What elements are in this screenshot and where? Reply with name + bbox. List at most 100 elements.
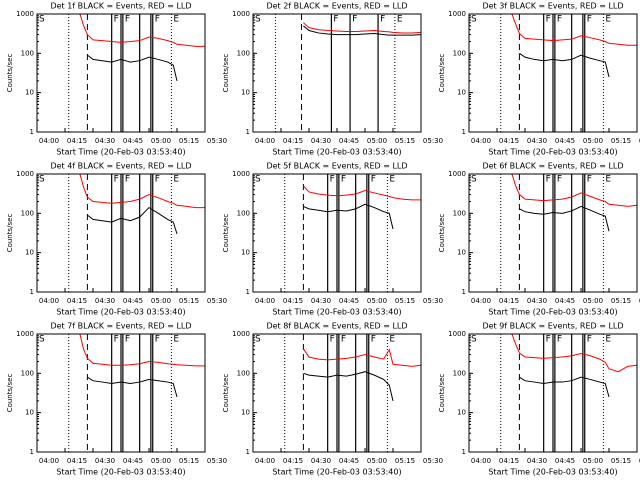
x-tick-label: 05:30 (207, 297, 227, 305)
series-line (303, 185, 421, 201)
y-tick-label: 1000 (448, 330, 466, 338)
annotation: F (546, 175, 551, 185)
y-axis-label: Counts/sec (438, 54, 446, 93)
y-tick-label: 1000 (16, 170, 34, 178)
y-axis-label: Counts/sec (222, 374, 230, 413)
x-tick-label: 05:30 (639, 137, 640, 145)
x-tick-label: 05:15 (611, 457, 631, 465)
x-tick-label: 05:30 (207, 137, 227, 145)
x-tick-label: 04:15 (499, 457, 519, 465)
y-tick-label: 1 (30, 448, 34, 456)
y-tick-label: 100 (453, 369, 466, 377)
chart-title: Det 3f BLACK = Events, RED = LLD (482, 2, 623, 11)
x-tick-label: 05:15 (179, 297, 199, 305)
y-tick-label: 1 (30, 128, 34, 136)
annotation: F (371, 175, 376, 185)
annotation: F (557, 15, 562, 25)
y-tick-label: 1000 (16, 330, 34, 338)
annotation: F (114, 15, 119, 25)
y-tick-label: 1000 (16, 10, 34, 18)
y-tick-label: 10 (25, 249, 34, 257)
y-tick-label: 10 (241, 249, 250, 257)
series-line (511, 173, 638, 207)
x-tick-label: 05:30 (639, 457, 640, 465)
y-tick-label: 100 (21, 369, 34, 377)
plot-frame (468, 13, 638, 133)
y-tick-label: 1 (246, 448, 250, 456)
y-axis-label: Counts/sec (6, 214, 14, 253)
series-line (79, 173, 205, 209)
x-tick-label: 04:30 (311, 457, 331, 465)
x-axis-label: Start Time (20-Feb-03 03:53:40) (488, 468, 617, 477)
x-tick-label: 04:30 (95, 457, 115, 465)
x-axis-label: Start Time (20-Feb-03 03:53:40) (56, 308, 185, 317)
chart-title: Det 8f BLACK = Events, RED = LLD (266, 322, 407, 331)
annotation: E (389, 175, 395, 185)
x-tick-label: 05:00 (583, 297, 603, 305)
annotation: F (155, 335, 160, 345)
x-axis-label: Start Time (20-Feb-03 03:53:40) (272, 468, 401, 477)
y-axis-label: Counts/sec (6, 374, 14, 413)
y-axis-label: Counts/sec (222, 54, 230, 93)
series-line (79, 333, 205, 367)
x-tick-label: 05:30 (423, 137, 443, 145)
annotation: F (557, 175, 562, 185)
annotation: F (546, 335, 551, 345)
y-tick-label: 100 (21, 49, 34, 57)
x-tick-label: 04:45 (339, 297, 359, 305)
x-axis-label: Start Time (20-Feb-03 03:53:40) (272, 148, 401, 157)
x-tick-label: 04:45 (123, 297, 143, 305)
chart-title: Det 2f BLACK = Events, RED = LLD (266, 2, 407, 11)
annotation: E (173, 335, 179, 345)
y-tick-label: 1 (246, 128, 250, 136)
x-tick-label: 04:00 (39, 457, 59, 465)
chart-title: Det 6f BLACK = Events, RED = LLD (482, 162, 623, 171)
annotation: F (125, 335, 130, 345)
y-tick-label: 100 (21, 209, 34, 217)
x-tick-label: 04:15 (499, 137, 519, 145)
x-tick-label: 04:45 (555, 137, 575, 145)
annotation: E (389, 335, 395, 345)
y-axis-label: Counts/sec (438, 214, 446, 253)
annotation: S (39, 15, 45, 25)
annotation: S (255, 175, 261, 185)
annotation: E (173, 15, 179, 25)
annotation: S (471, 15, 477, 25)
y-tick-label: 1 (462, 448, 466, 456)
x-tick-label: 05:30 (423, 297, 443, 305)
annotation: E (397, 15, 403, 25)
y-tick-label: 10 (457, 89, 466, 97)
series-line (511, 333, 638, 373)
series-line (303, 25, 422, 36)
annotation: F (125, 175, 130, 185)
plot-frame (468, 333, 638, 453)
annotation: F (380, 15, 385, 25)
x-tick-label: 04:00 (471, 297, 491, 305)
y-tick-label: 1000 (232, 330, 250, 338)
x-tick-label: 04:30 (527, 297, 547, 305)
y-tick-label: 10 (241, 89, 250, 97)
x-tick-label: 04:15 (67, 297, 87, 305)
annotation: F (341, 175, 346, 185)
x-tick-label: 04:15 (499, 297, 519, 305)
chart-title: Det 4f BLACK = Events, RED = LLD (50, 162, 191, 171)
x-tick-label: 05:15 (395, 137, 415, 145)
chart-title: Det 5f BLACK = Events, RED = LLD (266, 162, 407, 171)
series-line (303, 203, 394, 230)
annotation: F (155, 175, 160, 185)
x-tick-label: 05:00 (367, 137, 387, 145)
annotation: F (125, 15, 130, 25)
x-tick-label: 04:30 (311, 297, 331, 305)
x-tick-label: 04:00 (471, 137, 491, 145)
plot-frame (36, 13, 206, 133)
series-line (519, 205, 610, 232)
plot-frame (36, 333, 206, 453)
x-tick-label: 04:15 (283, 297, 303, 305)
x-tick-label: 04:15 (67, 457, 87, 465)
annotation: F (114, 335, 119, 345)
annotation: E (605, 175, 611, 185)
y-tick-label: 10 (457, 409, 466, 417)
x-tick-label: 05:15 (395, 297, 415, 305)
